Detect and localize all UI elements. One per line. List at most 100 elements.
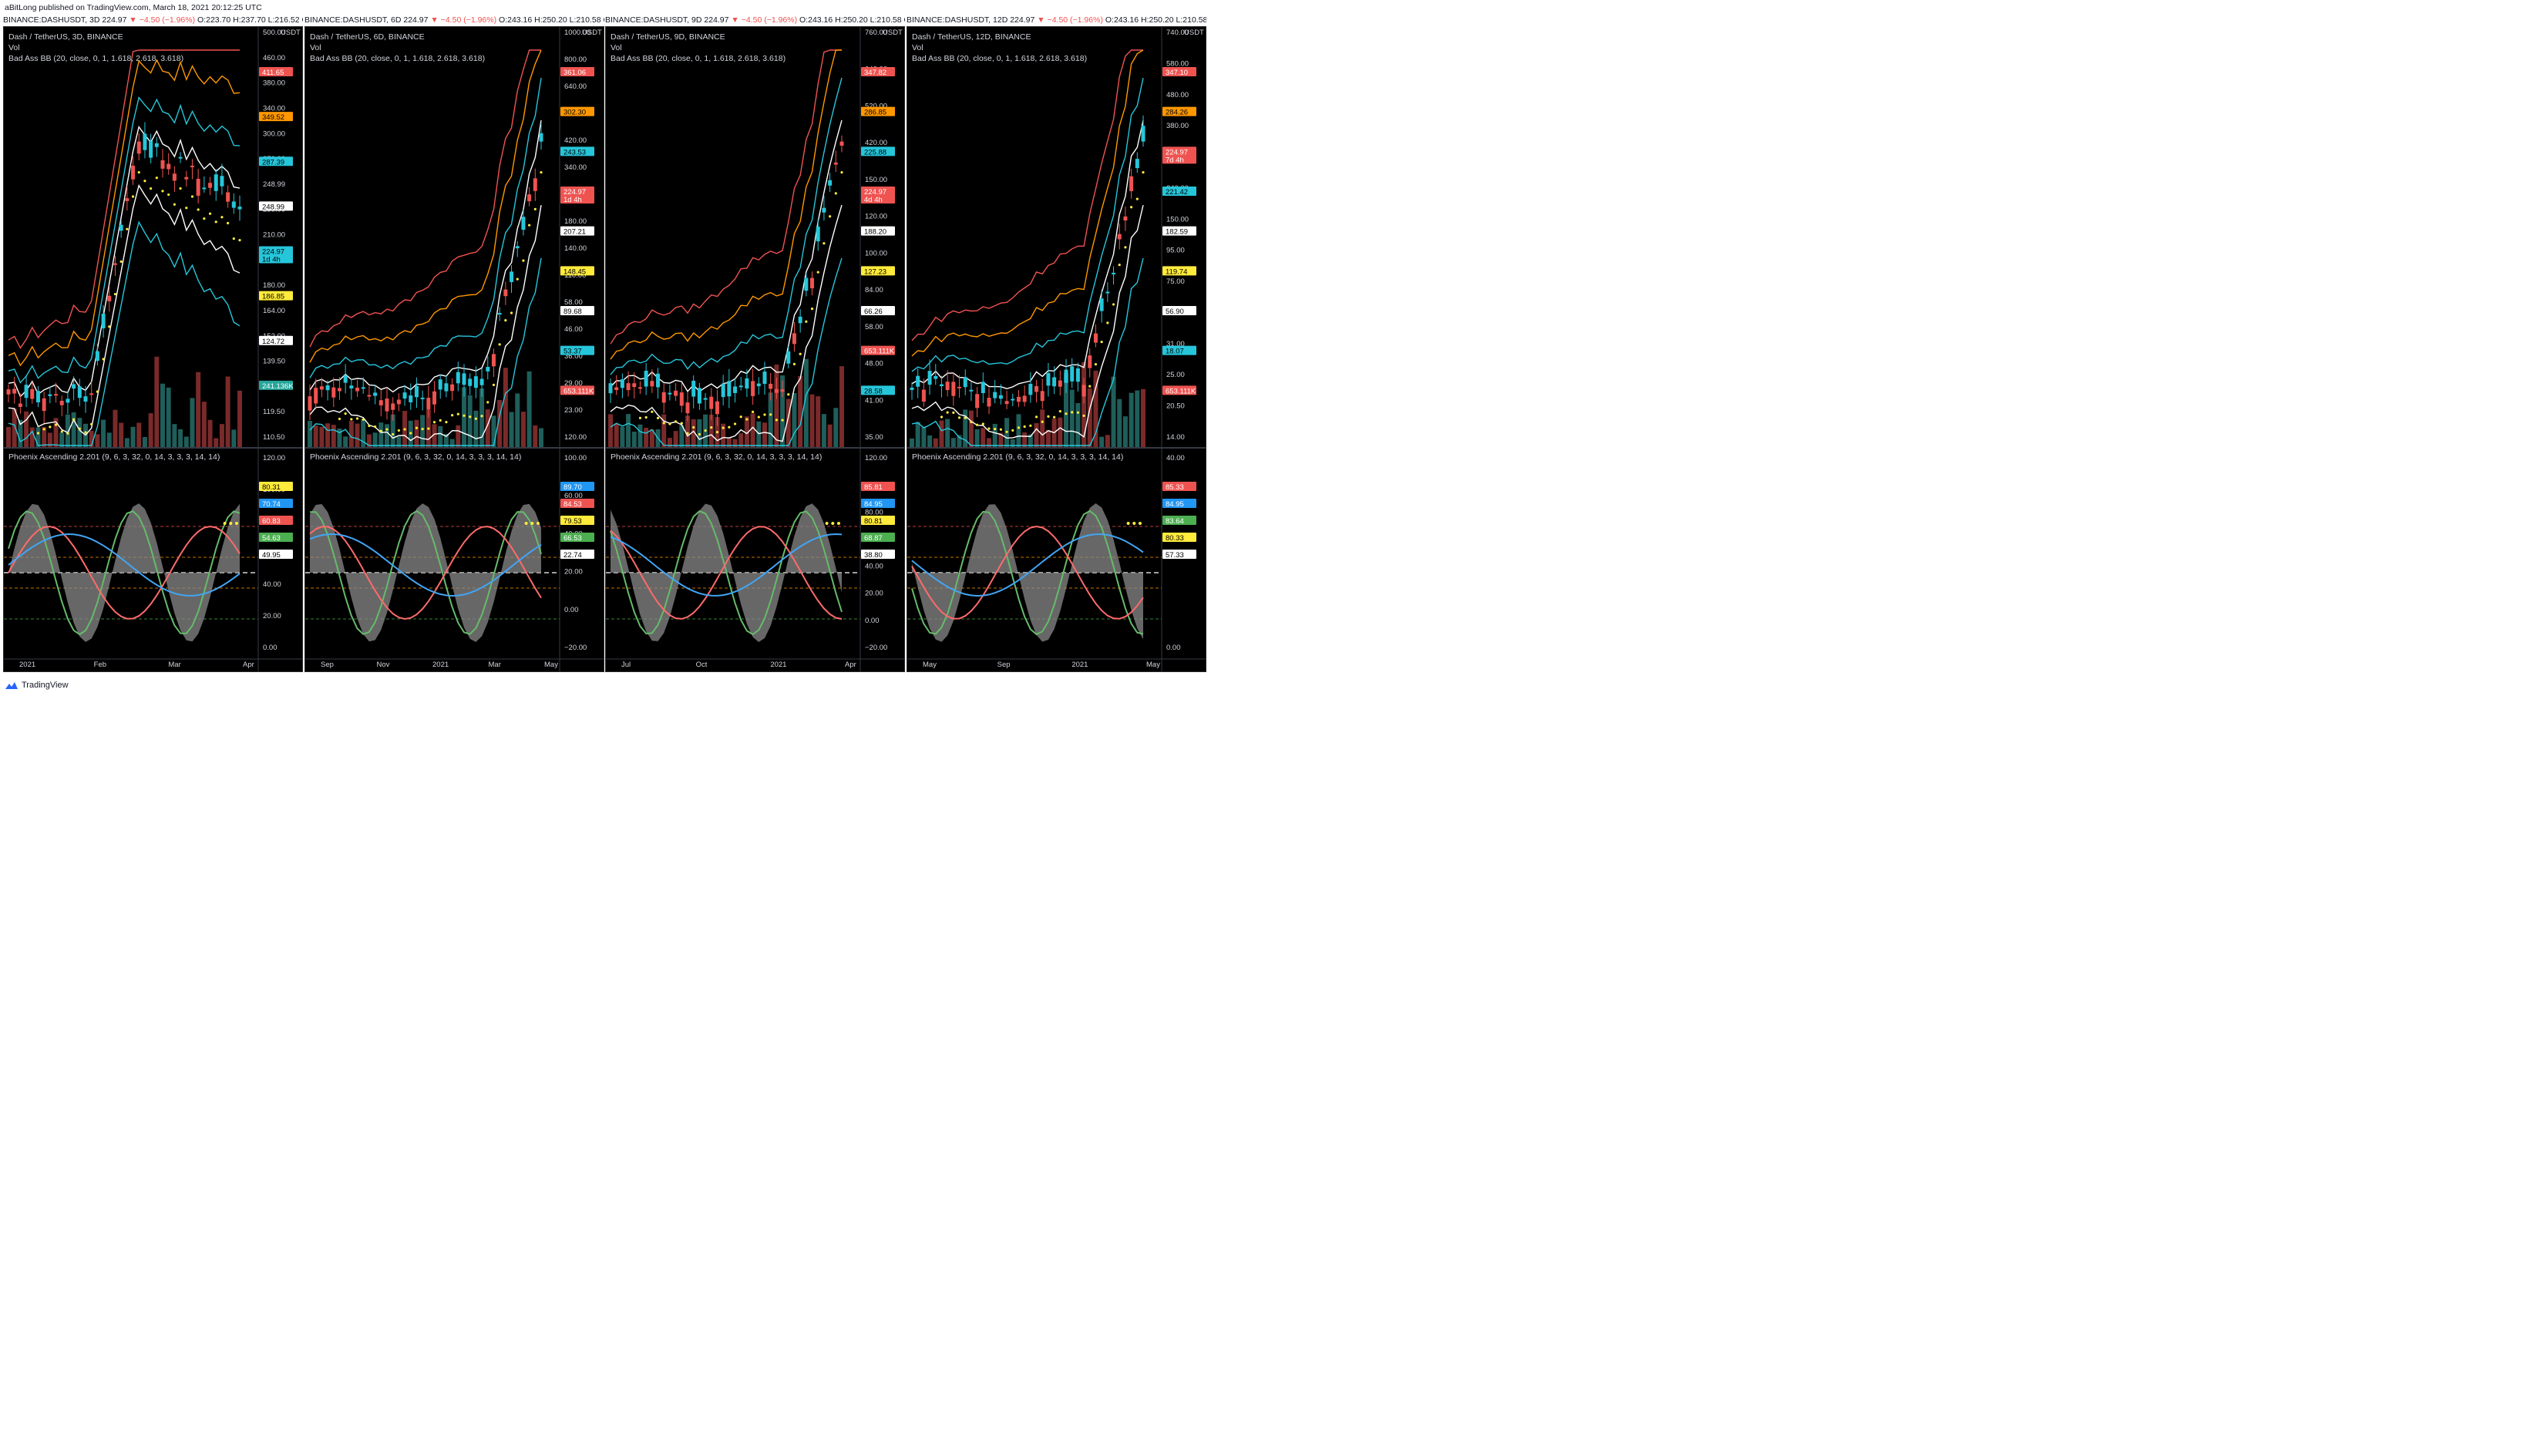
osc-value-tag: 85.33: [1162, 482, 1196, 492]
bb-legend[interactable]: Bad Ass BB (20, close, 0, 1, 1.618, 2.61…: [8, 54, 184, 63]
volume-bar: [1087, 388, 1092, 447]
candle-body: [143, 133, 147, 150]
osc-axis-label: 60.00: [564, 492, 583, 500]
svg-text:22.74: 22.74: [563, 551, 582, 560]
chart-title[interactable]: Dash / TetherUS, 12D, BINANCE: [912, 32, 1031, 42]
osc-axis-label: 0.00: [865, 617, 880, 625]
svg-text:124.72: 124.72: [262, 338, 284, 346]
volume-bar: [385, 424, 389, 447]
bb-legend[interactable]: Bad Ass BB (20, close, 0, 1, 1.618, 2.61…: [310, 54, 486, 63]
osc-value-tag: 70.74: [259, 499, 293, 509]
candle-body: [939, 384, 944, 387]
psar-dot: [829, 215, 832, 218]
candle-body: [420, 397, 425, 399]
chart-canvas[interactable]: 760.00640.00520.00420.00150.00120.00100.…: [605, 26, 905, 672]
psar-dot: [1130, 206, 1133, 209]
symbol-name: BINANCE:DASHUSDT, 6D: [304, 15, 404, 25]
author-link[interactable]: aBitLong: [5, 3, 37, 12]
osc-green-line: [610, 510, 843, 636]
time-axis-label: Sep: [997, 661, 1011, 669]
psar-dot: [173, 203, 176, 206]
chart-title[interactable]: Dash / TetherUS, 9D, BINANCE: [611, 32, 725, 42]
bb-legend[interactable]: Bad Ass BB (20, close, 0, 1, 1.618, 2.61…: [912, 54, 1088, 63]
bb-legend[interactable]: Bad Ass BB (20, close, 0, 1, 1.618, 2.61…: [611, 54, 786, 63]
psar-dot: [510, 311, 513, 314]
oscillator-legend[interactable]: Phoenix Ascending 2.201 (9, 6, 3, 32, 0,…: [8, 452, 220, 462]
candle-body: [343, 375, 348, 383]
osc-axis-label: 40.00: [263, 580, 281, 589]
time-axis-label: Mar: [168, 661, 180, 669]
volume-bar: [378, 422, 384, 447]
volume-legend[interactable]: Vol: [310, 43, 321, 52]
candle-body: [921, 389, 926, 402]
candle-body: [703, 398, 708, 400]
oscillator-legend[interactable]: Phoenix Ascending 2.201 (9, 6, 3, 32, 0,…: [912, 452, 1124, 462]
volume-bar: [738, 433, 744, 447]
psar-dot: [976, 423, 979, 426]
candle-body: [674, 390, 678, 396]
svg-text:89.68: 89.68: [563, 308, 582, 316]
osc-signal-dot: [825, 522, 829, 525]
chart-panel-2[interactable]: BINANCE:DASHUSDT, 6D 224.97 ▼ −4.50 (−1.…: [304, 14, 604, 677]
osc-gray-area: [310, 503, 541, 642]
candle-body: [18, 403, 22, 407]
time-axis-label: May: [923, 661, 937, 669]
candle-body: [1082, 385, 1086, 397]
candle-body: [738, 385, 743, 388]
price-tag: 225.88: [861, 146, 895, 156]
svg-text:188.20: 188.20: [864, 228, 886, 237]
volume-legend[interactable]: Vol: [611, 43, 622, 52]
candle-body: [160, 160, 165, 169]
chart-canvas[interactable]: 1000.00800.00640.00520.00420.00340.00280…: [304, 26, 604, 672]
psar-dot: [781, 419, 784, 422]
volume-bar: [172, 424, 177, 447]
candle-body: [951, 382, 956, 396]
price-tag: 182.59: [1162, 226, 1196, 237]
candle-body: [131, 165, 136, 180]
volume-bar: [219, 424, 224, 447]
chart-panel-4[interactable]: BINANCE:DASHUSDT, 12D 224.97 ▼ −4.50 (−1…: [907, 14, 1206, 677]
psar-dot: [498, 343, 501, 346]
volume-legend[interactable]: Vol: [912, 43, 923, 52]
psar-dot: [1112, 303, 1115, 306]
candle-body: [30, 388, 35, 399]
volume-bar: [313, 425, 318, 447]
price-chart-svg[interactable]: 760.00640.00520.00420.00150.00120.00100.…: [606, 27, 905, 672]
price-axis-label: 420.00: [564, 136, 587, 145]
oscillator-legend[interactable]: Phoenix Ascending 2.201 (9, 6, 3, 32, 0,…: [310, 452, 522, 462]
chart-title[interactable]: Dash / TetherUS, 3D, BINANCE: [8, 32, 123, 42]
chart-panel-1[interactable]: BINANCE:DASHUSDT, 3D 224.97 ▼ −4.50 (−1.…: [3, 14, 303, 677]
volume-bar: [1099, 436, 1105, 447]
chart-panel-3[interactable]: BINANCE:DASHUSDT, 9D 224.97 ▼ −4.50 (−1.…: [605, 14, 905, 677]
volume-legend[interactable]: Vol: [8, 43, 20, 52]
volume-bar: [77, 418, 82, 447]
candle-body: [486, 366, 490, 372]
price-axis-label: 84.00: [865, 286, 883, 294]
osc-signal-dot: [235, 522, 238, 525]
price-tag: 347.82: [861, 67, 895, 77]
psar-dot: [952, 411, 955, 414]
chart-canvas[interactable]: 740.00580.00480.00380.00300.00240.00150.…: [907, 26, 1206, 672]
price-chart-svg[interactable]: 1000.00800.00640.00520.00420.00340.00280…: [305, 27, 604, 672]
psar-dot: [1029, 424, 1032, 427]
chart-canvas[interactable]: 500.00460.00380.00340.00300.00270.00248.…: [3, 26, 303, 672]
candle-body: [945, 382, 950, 391]
psar-dot: [66, 432, 69, 435]
volume-bar: [637, 424, 643, 447]
candle-body: [77, 386, 82, 398]
svg-text:207.21: 207.21: [563, 228, 586, 237]
volume-bar: [95, 434, 100, 447]
price-axis-label: 164.00: [263, 307, 285, 315]
price-chart-svg[interactable]: 500.00460.00380.00340.00300.00270.00248.…: [4, 27, 303, 672]
oscillator-legend[interactable]: Phoenix Ascending 2.201 (9, 6, 3, 32, 0,…: [611, 452, 822, 462]
price-axis-label: 95.00: [1166, 247, 1185, 255]
tradingview-footer[interactable]: TradingView: [5, 681, 69, 690]
chart-title[interactable]: Dash / TetherUS, 6D, BINANCE: [310, 32, 425, 42]
svg-text:18.07: 18.07: [1166, 348, 1184, 356]
price-chart-svg[interactable]: 740.00580.00480.00380.00300.00240.00150.…: [907, 27, 1206, 672]
volume-bar: [667, 438, 672, 447]
candle-body: [136, 141, 141, 154]
candle-body: [1034, 385, 1039, 392]
price-axis-label: 100.00: [865, 249, 887, 257]
volume-bar: [183, 436, 189, 447]
